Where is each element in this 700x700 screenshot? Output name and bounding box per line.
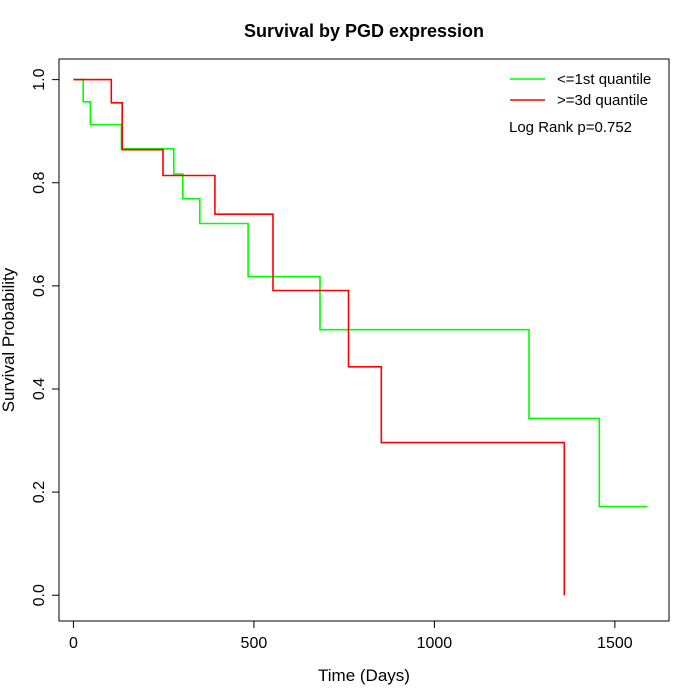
y-tick-label: 1.0 — [31, 68, 48, 90]
series-layer — [73, 78, 648, 596]
series-line-0 — [73, 78, 648, 508]
legend: <=1st quantile >=3d quantile — [510, 71, 651, 109]
y-tick-label: 0.0 — [31, 584, 48, 606]
x-axis-label: Time (Days) — [318, 666, 410, 685]
legend-label-1: >=3d quantile — [557, 92, 648, 109]
y-tick-label: 0.8 — [31, 172, 48, 194]
y-tick-label: 0.4 — [31, 378, 48, 400]
x-tick-label: 0 — [69, 635, 78, 652]
y-axis: 0.0 0.2 0.4 0.6 0.8 1.0 — [31, 68, 59, 606]
y-tick-label: 0.6 — [31, 275, 48, 297]
x-axis: 0 500 1000 1500 — [69, 621, 633, 652]
y-axis-label: Survival Probability — [0, 267, 18, 412]
chart-title: Survival by PGD expression — [244, 21, 484, 41]
plot-frame — [58, 58, 670, 622]
series-line-1 — [73, 78, 566, 596]
x-tick-label: 1500 — [597, 635, 633, 652]
x-tick-label: 500 — [241, 635, 268, 652]
legend-label-0: <=1st quantile — [557, 71, 651, 88]
y-tick-label: 0.2 — [31, 481, 48, 503]
log-rank-annotation: Log Rank p=0.752 — [509, 119, 632, 136]
x-tick-label: 1000 — [417, 635, 453, 652]
